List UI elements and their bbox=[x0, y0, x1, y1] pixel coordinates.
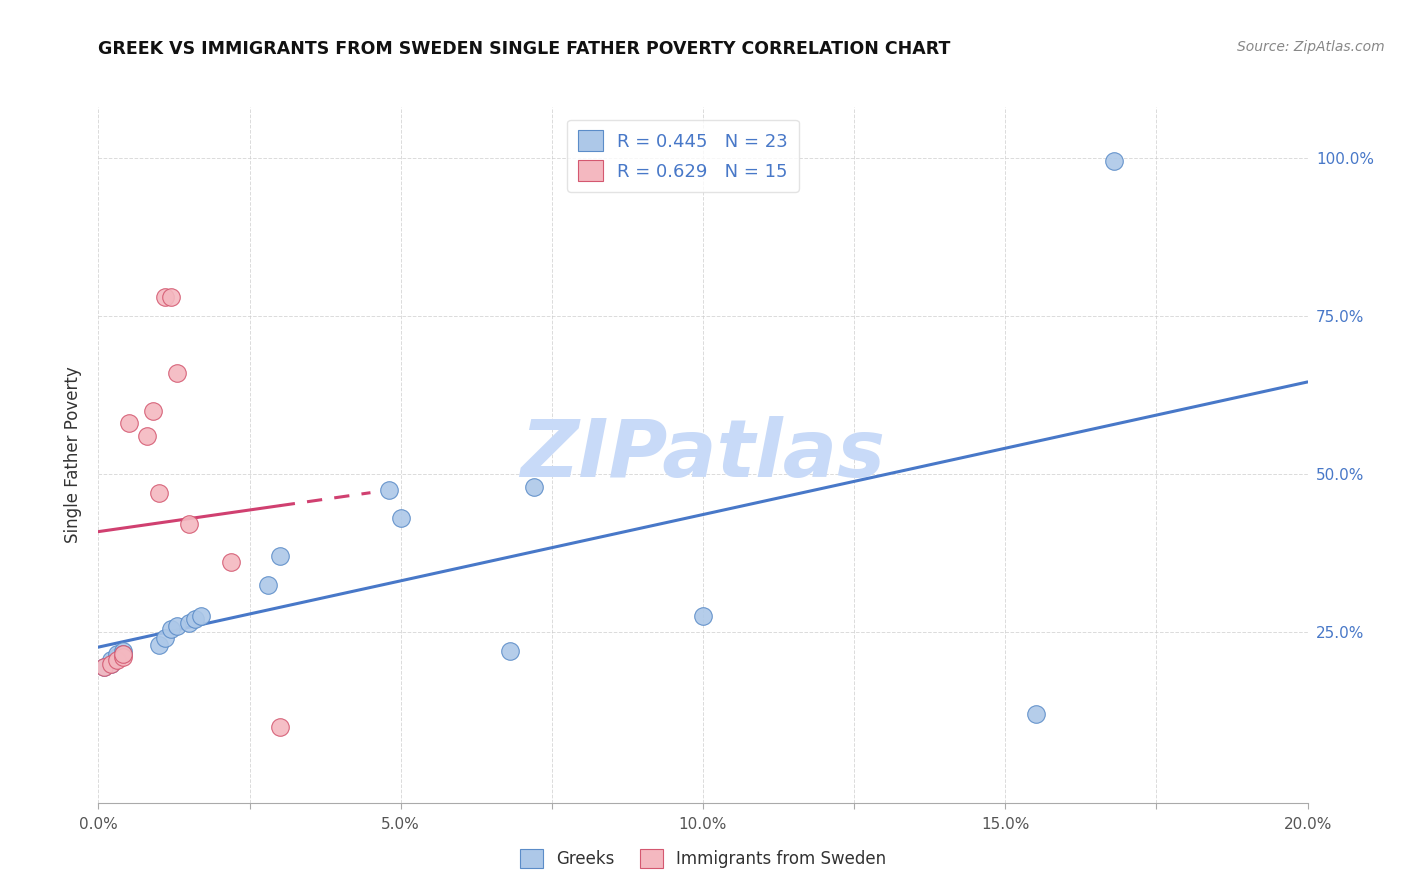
Y-axis label: Single Father Poverty: Single Father Poverty bbox=[65, 367, 83, 543]
Point bbox=[160, 290, 183, 304]
Point bbox=[269, 720, 291, 734]
Point bbox=[389, 511, 412, 525]
Point bbox=[269, 549, 291, 563]
Text: Source: ZipAtlas.com: Source: ZipAtlas.com bbox=[1237, 40, 1385, 54]
Point bbox=[523, 479, 546, 493]
Point bbox=[100, 653, 122, 667]
Point bbox=[166, 618, 188, 632]
Point bbox=[256, 577, 278, 591]
Point bbox=[148, 486, 170, 500]
Point bbox=[111, 644, 134, 658]
Point bbox=[160, 622, 183, 636]
Text: GREEK VS IMMIGRANTS FROM SWEDEN SINGLE FATHER POVERTY CORRELATION CHART: GREEK VS IMMIGRANTS FROM SWEDEN SINGLE F… bbox=[98, 40, 950, 58]
Point bbox=[1102, 153, 1125, 168]
Point bbox=[184, 612, 207, 626]
Point bbox=[111, 650, 134, 665]
Point bbox=[221, 556, 243, 570]
Point bbox=[105, 653, 128, 667]
Point bbox=[692, 609, 714, 624]
Point bbox=[111, 647, 134, 661]
Point bbox=[105, 647, 128, 661]
Point bbox=[100, 657, 122, 671]
Point bbox=[377, 483, 399, 497]
Point bbox=[498, 644, 520, 658]
Point bbox=[93, 660, 115, 674]
Point bbox=[153, 632, 176, 646]
Point bbox=[118, 417, 141, 431]
Point bbox=[142, 403, 165, 417]
Point bbox=[179, 517, 201, 532]
Point bbox=[105, 650, 128, 665]
Point bbox=[93, 660, 115, 674]
Point bbox=[166, 366, 188, 380]
Point bbox=[179, 615, 201, 630]
Point bbox=[190, 609, 212, 624]
Text: ZIPatlas: ZIPatlas bbox=[520, 416, 886, 494]
Point bbox=[111, 647, 134, 661]
Point bbox=[100, 657, 122, 671]
Legend: Greeks, Immigrants from Sweden: Greeks, Immigrants from Sweden bbox=[513, 842, 893, 874]
Point bbox=[153, 290, 176, 304]
Point bbox=[135, 429, 157, 443]
Point bbox=[1024, 707, 1046, 722]
Point bbox=[148, 638, 170, 652]
